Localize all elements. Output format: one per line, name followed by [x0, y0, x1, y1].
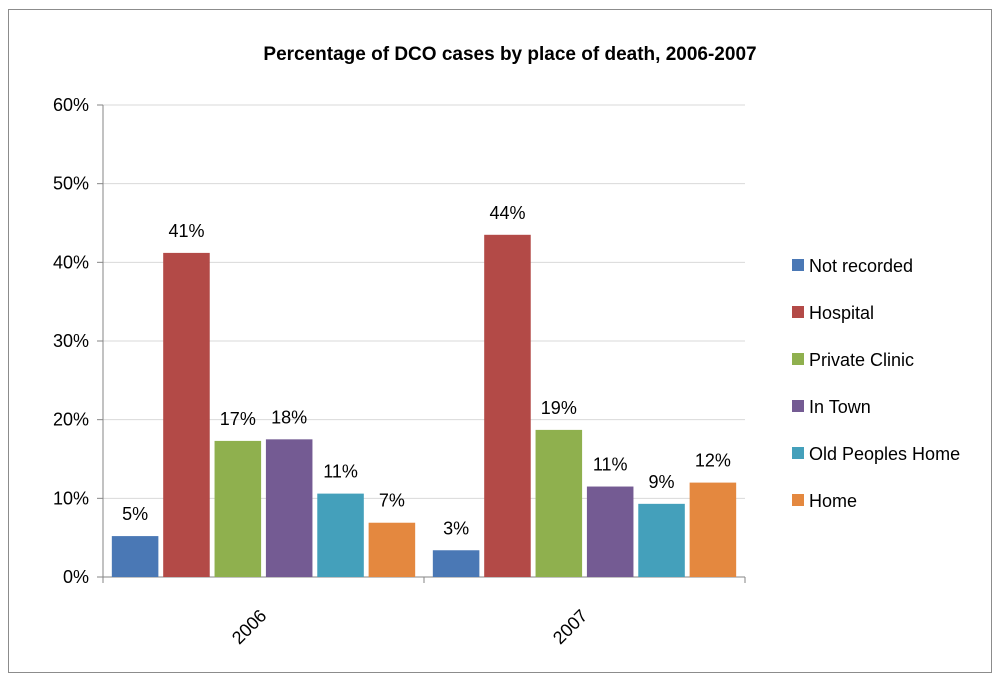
data-label: 5% — [122, 504, 148, 524]
data-label: 11% — [593, 455, 628, 475]
legend-label: Home — [809, 491, 857, 511]
legend-item: Hospital — [792, 303, 874, 323]
legend-swatch — [792, 447, 804, 459]
bars — [111, 234, 737, 578]
bar-old-peoples-home-2006 — [317, 493, 364, 577]
bar-in-town-2006 — [265, 439, 313, 577]
bar-hospital-2007 — [484, 234, 531, 578]
legend-label: Hospital — [809, 303, 874, 323]
data-label: 44% — [489, 203, 525, 223]
y-tick-label: 20% — [53, 410, 89, 430]
y-tick-label: 0% — [63, 567, 89, 587]
bar-old-peoples-home-2007 — [638, 503, 685, 577]
data-label: 3% — [443, 518, 469, 538]
legend: Not recorded Hospital Private Clinic In Tow… — [792, 256, 960, 511]
legend-swatch — [792, 259, 804, 271]
data-label: 41% — [168, 221, 204, 241]
y-tick-label: 40% — [53, 252, 89, 272]
legend-label: Not recorded — [809, 256, 913, 276]
data-label: 18% — [271, 407, 307, 427]
bar-private-clinic-2006 — [214, 440, 262, 577]
data-label: 7% — [379, 491, 405, 511]
legend-label: Private Clinic — [809, 350, 914, 370]
legend-item: Private Clinic — [792, 350, 914, 370]
legend-label: In Town — [809, 397, 871, 417]
y-tick-label: 50% — [53, 174, 89, 194]
x-tick-label: 2006 — [228, 606, 270, 648]
legend-swatch — [792, 353, 804, 365]
legend-swatch — [792, 494, 804, 506]
chart-title: Percentage of DCO cases by place of deat… — [263, 44, 756, 65]
bar-private-clinic-2007 — [535, 429, 583, 577]
y-tick-label: 30% — [53, 331, 89, 351]
legend-item: Not recorded — [792, 256, 913, 276]
bar-in-town-2007 — [586, 486, 634, 577]
y-tick-label: 10% — [53, 488, 89, 508]
legend-item: Old Peoples Home — [792, 444, 960, 464]
y-tick-label: 60% — [53, 95, 89, 115]
data-label: 19% — [541, 398, 577, 418]
legend-item: Home — [792, 491, 857, 511]
legend-swatch — [792, 306, 804, 318]
bar-not-recorded-2007 — [432, 550, 480, 577]
data-label: 17% — [220, 409, 256, 429]
legend-swatch — [792, 400, 804, 412]
data-label: 9% — [649, 472, 675, 492]
data-label: 12% — [695, 451, 731, 471]
data-label: 11% — [323, 462, 358, 482]
x-tick-label: 2007 — [549, 606, 591, 648]
bar-home-2006 — [368, 522, 416, 577]
legend-item: In Town — [792, 397, 871, 417]
legend-label: Old Peoples Home — [809, 444, 960, 464]
bar-home-2007 — [689, 482, 737, 577]
data-labels: 5% 41% 17% 18% 11% 7% 3% 44% 19% 11% 9% 12% — [122, 203, 731, 538]
bar-not-recorded-2006 — [111, 536, 159, 577]
gridlines — [103, 104, 745, 499]
bar-hospital-2006 — [163, 252, 210, 578]
